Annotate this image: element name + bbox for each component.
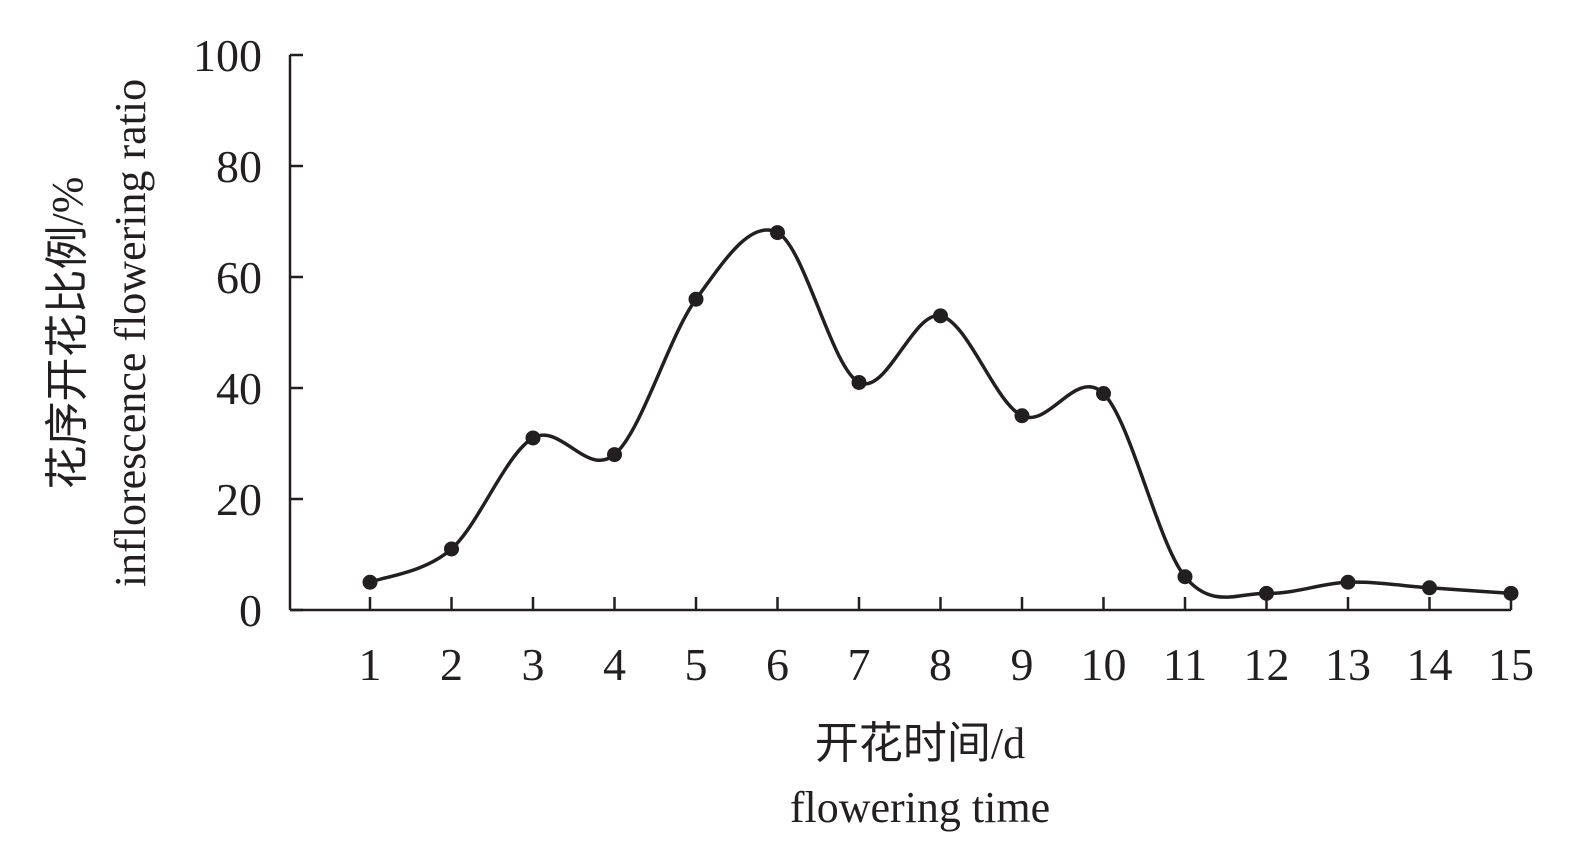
y-tick-label: 100 bbox=[193, 30, 262, 81]
x-tick-label: 2 bbox=[440, 639, 463, 690]
x-tick-label: 14 bbox=[1407, 639, 1453, 690]
y-tick-label: 60 bbox=[216, 252, 262, 303]
y-axis-ticks: 0 20 40 60 80 100 bbox=[193, 30, 303, 636]
x-axis-title-cn: 开花时间/d bbox=[815, 719, 1025, 768]
data-point bbox=[851, 374, 867, 390]
x-tick-label: 4 bbox=[603, 639, 626, 690]
x-tick-label: 7 bbox=[848, 639, 871, 690]
x-tick-label: 3 bbox=[522, 639, 545, 690]
x-tick-label: 15 bbox=[1488, 639, 1534, 690]
x-tick-label: 8 bbox=[929, 639, 952, 690]
x-tick-label: 13 bbox=[1325, 639, 1371, 690]
data-point bbox=[1014, 408, 1030, 424]
y-tick-label: 0 bbox=[239, 585, 262, 636]
data-point bbox=[1177, 569, 1193, 585]
x-tick-label: 12 bbox=[1244, 639, 1290, 690]
data-point bbox=[607, 447, 622, 463]
series-line bbox=[369, 228, 1512, 599]
y-tick-label: 80 bbox=[216, 141, 262, 192]
axes bbox=[288, 55, 1511, 612]
x-axis-title-en: flowering time bbox=[790, 783, 1050, 832]
x-tick-label: 9 bbox=[1011, 639, 1034, 690]
x-tick-label: 1 bbox=[359, 639, 382, 690]
data-point bbox=[770, 225, 785, 241]
data-point bbox=[1259, 585, 1274, 601]
y-axis-title-en: inflorescence flowering ratio bbox=[106, 79, 155, 587]
data-markers bbox=[362, 225, 1519, 601]
x-axis-ticks: 1 2 3 4 5 6 7 8 9 10 11 12 13 14 15 bbox=[359, 597, 1534, 690]
x-tick-label: 5 bbox=[685, 639, 708, 690]
x-tick-label: 6 bbox=[766, 639, 789, 690]
data-point bbox=[1340, 574, 1356, 590]
data-point bbox=[525, 430, 541, 446]
data-point bbox=[1503, 585, 1519, 601]
y-tick-label: 40 bbox=[216, 363, 262, 414]
data-point bbox=[688, 291, 704, 307]
data-point bbox=[1422, 580, 1437, 596]
x-tick-label: 10 bbox=[1081, 639, 1127, 690]
data-point bbox=[444, 541, 459, 557]
data-point bbox=[1096, 386, 1111, 402]
y-tick-label: 20 bbox=[216, 474, 262, 525]
data-point bbox=[362, 574, 378, 590]
x-tick-label: 11 bbox=[1163, 639, 1207, 690]
data-point bbox=[933, 308, 948, 324]
y-axis-title-cn: 花序开花比例/% bbox=[43, 177, 92, 490]
